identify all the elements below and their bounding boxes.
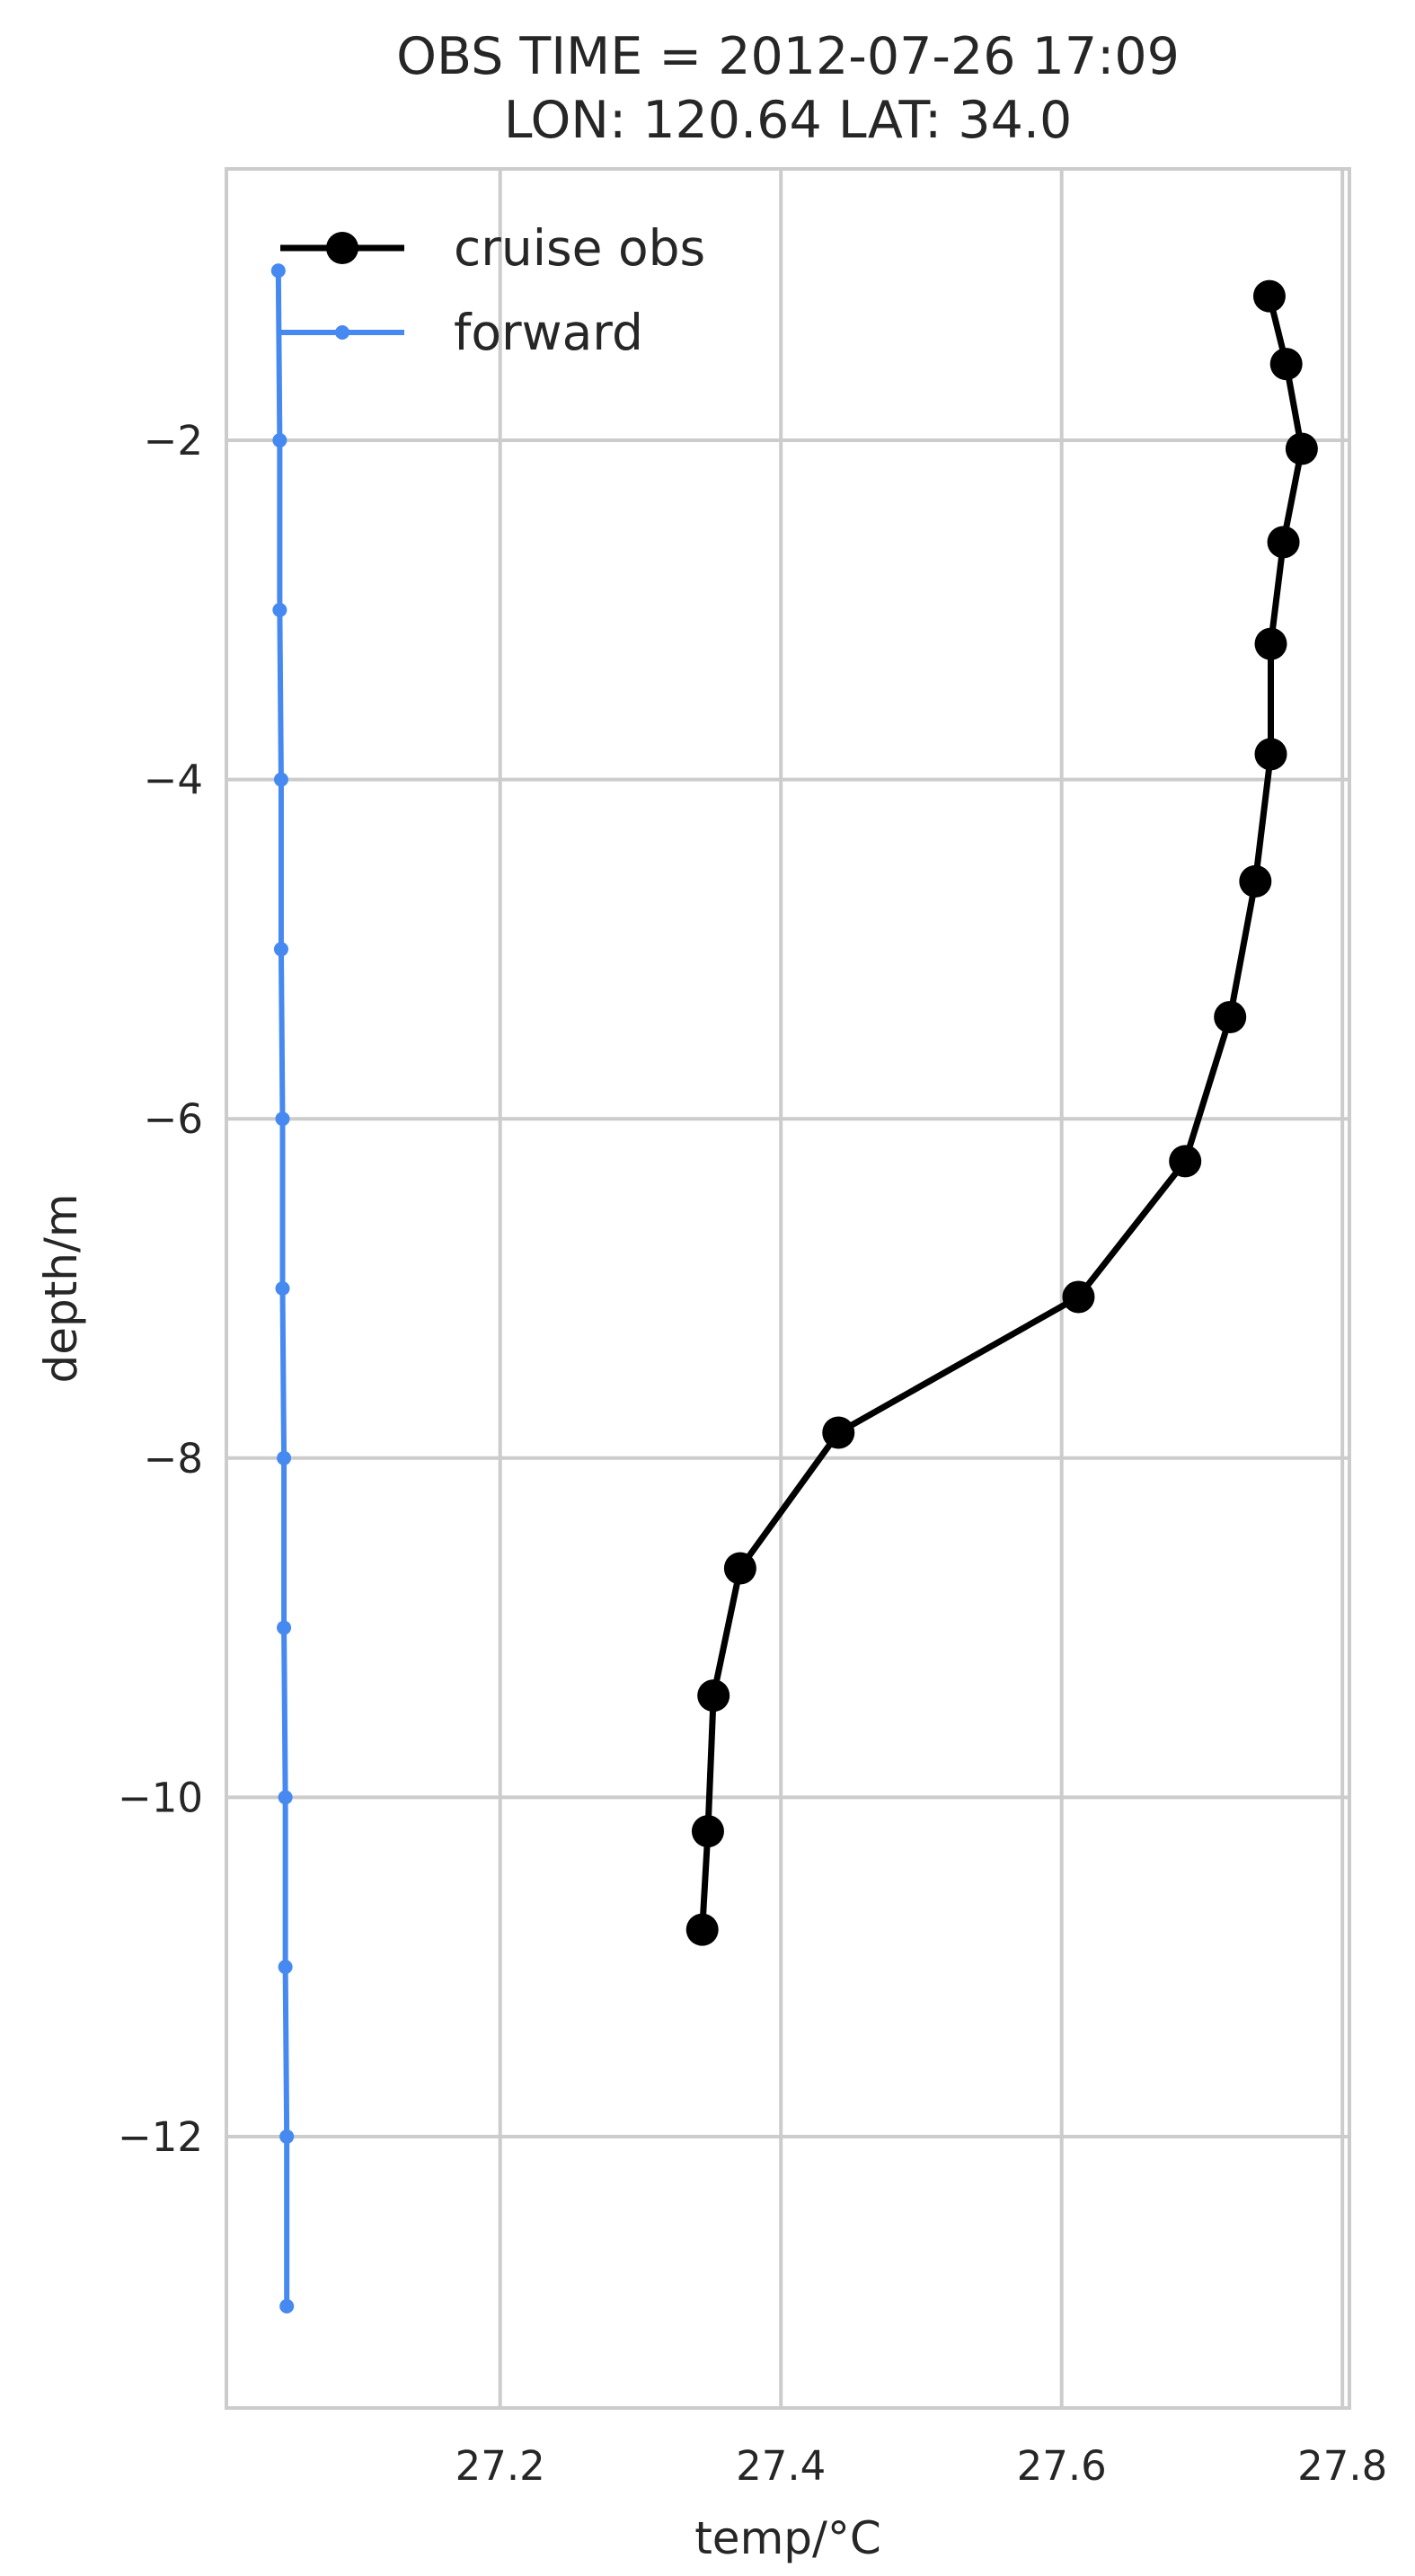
legend-cruise-obs-marker: [326, 232, 358, 264]
y-gridlines: [226, 438, 1349, 2138]
data-point-forward: [270, 263, 286, 279]
data-point-cruise-obs: [1285, 432, 1318, 465]
series-cruise-obs: [685, 279, 1318, 1946]
data-point-forward: [275, 1281, 290, 1296]
y-tick-label: −10: [118, 1774, 203, 1821]
data-point-forward: [279, 2129, 295, 2144]
data-point-forward: [277, 1620, 292, 1635]
x-tick-labels: 27.2 27.4 27.6 27.8: [455, 2442, 1388, 2490]
data-point-cruise-obs: [685, 1913, 719, 1946]
y-tick-label: −12: [118, 2113, 203, 2161]
x-tick-label: 27.4: [736, 2442, 826, 2490]
data-point-cruise-obs: [1252, 279, 1286, 313]
y-tick-label: −4: [144, 757, 203, 804]
data-point-forward: [273, 772, 288, 787]
data-point-cruise-obs: [723, 1552, 756, 1585]
data-point-cruise-obs: [822, 1416, 855, 1449]
data-series: [270, 263, 1318, 2314]
y-tick-label: −6: [144, 1095, 203, 1143]
data-point-forward: [277, 1450, 292, 1465]
data-point-forward: [272, 602, 287, 617]
y-tick-labels: −2 −4 −6 −8 −10 −12: [118, 417, 203, 2161]
data-point-forward: [278, 1960, 293, 1975]
legend: cruise obs forward: [280, 219, 705, 361]
data-point-cruise-obs: [1214, 1000, 1247, 1033]
chart-title-line-2: LON: 120.64 LAT: 34.0: [504, 91, 1073, 150]
x-tick-label: 27.2: [455, 2442, 545, 2490]
data-point-cruise-obs: [1169, 1145, 1202, 1178]
data-point-forward: [272, 433, 287, 448]
series-forward: [270, 263, 295, 2314]
data-point-forward: [273, 942, 288, 957]
x-tick-label: 27.6: [1017, 2442, 1107, 2490]
x-tick-label: 27.8: [1297, 2442, 1387, 2490]
y-tick-label: −8: [144, 1435, 203, 1483]
legend-forward-marker: [335, 325, 349, 340]
data-point-cruise-obs: [1239, 864, 1272, 898]
y-tick-label: −2: [144, 417, 203, 465]
x-axis-label: temp/°C: [694, 2512, 881, 2564]
y-axis-label: depth/m: [35, 1193, 87, 1383]
plot-frame: [225, 167, 1351, 2410]
legend-cruise-obs-label: cruise obs: [454, 219, 705, 277]
data-point-cruise-obs: [1062, 1280, 1095, 1314]
chart-title-line-1: OBS TIME = 2012-07-26 17:09: [396, 27, 1180, 86]
data-point-cruise-obs: [1267, 526, 1300, 559]
data-point-cruise-obs: [691, 1815, 724, 1848]
data-point-cruise-obs: [1254, 738, 1287, 771]
data-point-forward: [275, 1111, 290, 1127]
data-point-cruise-obs: [697, 1679, 730, 1713]
data-point-cruise-obs: [1269, 348, 1303, 381]
data-point-forward: [279, 2298, 295, 2314]
legend-forward-label: forward: [454, 304, 643, 361]
series-line-cruise-obs: [699, 295, 1305, 1930]
data-point-forward: [278, 1790, 293, 1805]
data-point-cruise-obs: [1254, 627, 1287, 660]
x-gridlines: [498, 169, 1345, 2408]
